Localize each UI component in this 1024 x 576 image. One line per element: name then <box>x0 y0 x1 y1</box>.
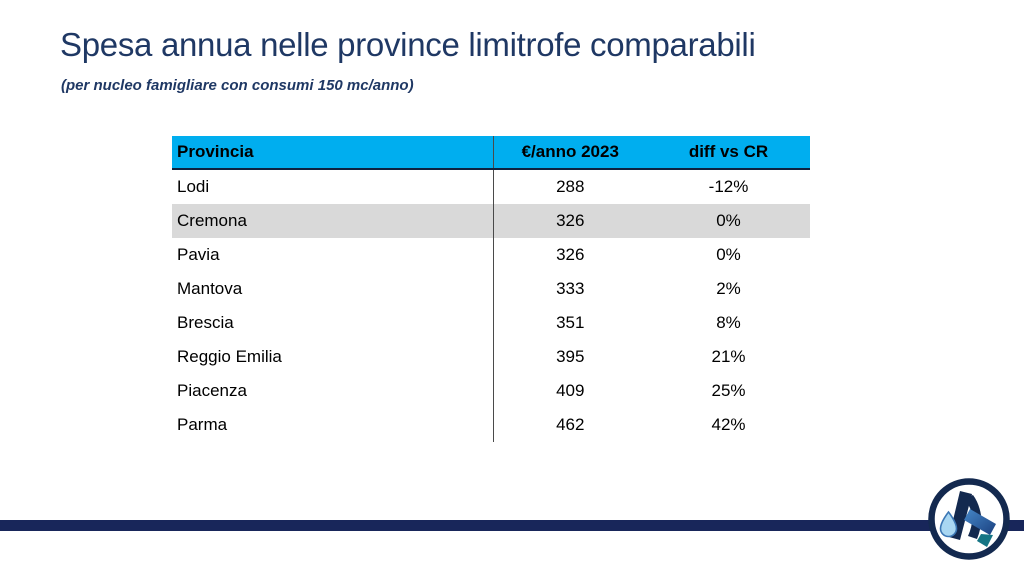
cell-provincia: Cremona <box>172 204 493 238</box>
column-header-diff-vs-cr: diff vs CR <box>647 136 810 170</box>
table-header-row: Provincia €/anno 2023 diff vs CR <box>172 136 810 170</box>
cell-diff-vs-cr: 21% <box>711 347 746 366</box>
province-cost-table: Provincia €/anno 2023 diff vs CR Lodi 28… <box>172 136 810 442</box>
table-body: Lodi 288 -12% Cremona 326 0% Pavia 326 0… <box>172 169 810 442</box>
cell-euro-anno: 351 <box>492 306 647 340</box>
cell-euro-anno: 409 <box>492 374 647 408</box>
water-utility-logo-icon <box>928 478 1010 560</box>
cell-provincia: Pavia <box>177 245 220 264</box>
cell-diff-vs-cr: -12% <box>708 177 749 196</box>
cell-provincia: Reggio Emilia <box>177 347 282 366</box>
cell-provincia: Parma <box>177 415 228 434</box>
cell-euro-anno: 288 <box>492 169 647 204</box>
water-drop-icon <box>939 510 958 538</box>
table-row: Cremona 326 0% <box>172 204 810 238</box>
table-row: Pavia 326 0% <box>172 238 810 272</box>
column-header-provincia: Provincia <box>172 136 493 170</box>
cell-diff-vs-cr: 0% <box>647 204 810 238</box>
cell-diff-vs-cr: 42% <box>711 415 746 434</box>
cell-diff-vs-cr: 0% <box>716 245 741 264</box>
table-header: Provincia €/anno 2023 diff vs CR <box>172 136 810 170</box>
table-row: Mantova 333 2% <box>172 272 810 306</box>
cell-euro-anno: 333 <box>492 272 647 306</box>
footer-accent-bar <box>0 520 1024 531</box>
cell-diff-vs-cr: 2% <box>716 279 741 298</box>
cell-euro-anno: 395 <box>492 340 647 374</box>
table-row: Reggio Emilia 395 21% <box>172 340 810 374</box>
table-row: Lodi 288 -12% <box>172 169 810 204</box>
column-header-euro-anno: €/anno 2023 <box>492 136 647 170</box>
logo-teal-tip <box>977 534 993 547</box>
slide-subtitle: (per nucleo famigliare con consumi 150 m… <box>61 77 414 94</box>
logo-cross-band <box>964 509 996 535</box>
table-row: Brescia 351 8% <box>172 306 810 340</box>
slide-title: Spesa annua nelle province limitrofe com… <box>60 26 756 63</box>
cell-diff-vs-cr: 8% <box>716 313 741 332</box>
cell-provincia: Brescia <box>177 313 234 332</box>
table-row: Parma 462 42% <box>172 408 810 442</box>
logo-a-descender <box>963 495 982 539</box>
cell-provincia: Piacenza <box>177 381 247 400</box>
cell-provincia: Lodi <box>177 177 210 196</box>
cell-provincia: Mantova <box>177 279 243 298</box>
table-row: Piacenza 409 25% <box>172 374 810 408</box>
cell-diff-vs-cr: 25% <box>711 381 746 400</box>
cell-euro-anno: 462 <box>492 408 647 442</box>
cell-euro-anno: 326 <box>492 204 647 238</box>
cell-euro-anno: 326 <box>492 238 647 272</box>
